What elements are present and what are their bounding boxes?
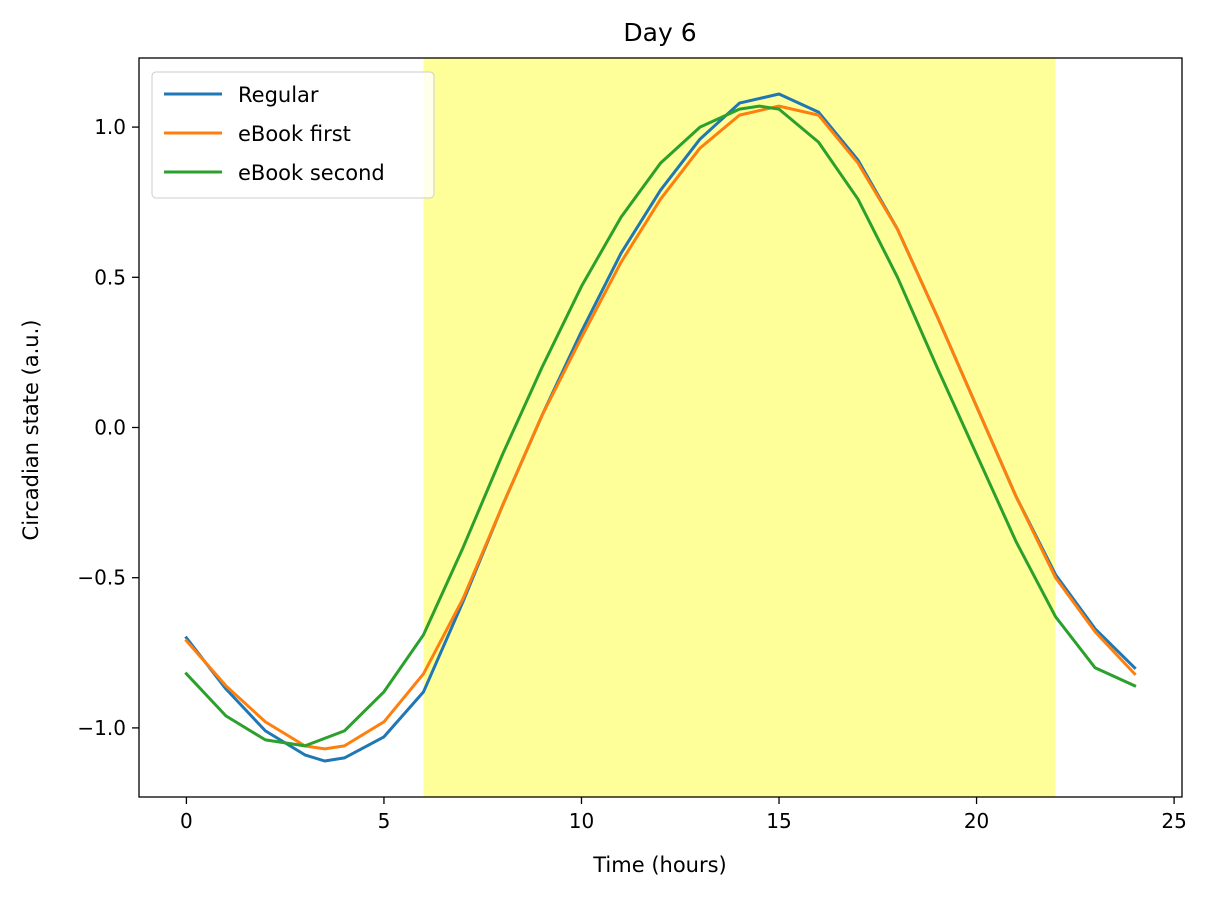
legend: Regular eBook first eBook second: [151, 71, 435, 199]
light-period-band: [423, 58, 1056, 797]
series-line-2: [184, 104, 1137, 748]
series-layer: [184, 92, 1137, 763]
y-axis-label: Circadian state (a.u.): [19, 320, 43, 541]
y-tick-label: −0.5: [77, 566, 126, 590]
x-tick-label: 5: [378, 809, 391, 833]
x-tick-label: 10: [569, 809, 594, 833]
legend-label-2: eBook second: [238, 161, 385, 185]
y-tick-label: 1.0: [94, 115, 126, 139]
x-tick-label: 0: [180, 809, 193, 833]
legend-label-1: eBook first: [238, 122, 351, 146]
legend-box: [151, 71, 435, 199]
y-tick-label: 0.0: [94, 416, 126, 440]
chart-title: Day 6: [623, 18, 696, 47]
y-tick-label: −1.0: [77, 716, 126, 740]
x-tick-label: 20: [964, 809, 989, 833]
y-tick-label: 0.5: [94, 265, 126, 289]
series-line-1: [184, 104, 1137, 751]
y-axis: −1.0 −0.5 0.0 0.5 1.0: [77, 115, 139, 740]
plot-area: [138, 57, 1183, 798]
x-tick-label: 15: [766, 809, 791, 833]
x-axis-label: Time (hours): [592, 853, 727, 877]
legend-label-0: Regular: [238, 83, 319, 107]
x-axis: 0 5 10 15 20 25: [180, 797, 1187, 833]
x-tick-label: 25: [1161, 809, 1186, 833]
